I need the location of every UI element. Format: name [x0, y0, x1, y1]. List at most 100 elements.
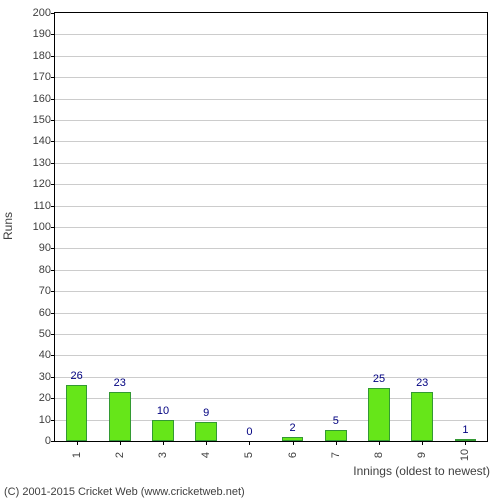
x-tick-label: 5 — [243, 452, 255, 458]
grid-line — [55, 163, 487, 164]
bar-value-label: 1 — [462, 424, 468, 436]
y-tick-mark — [51, 141, 55, 142]
bar — [325, 430, 347, 441]
bar — [455, 439, 477, 441]
chart-container: 0102030405060708090100110120130140150160… — [0, 0, 500, 500]
bar-value-label: 0 — [246, 426, 252, 438]
grid-line — [55, 77, 487, 78]
y-tick-label: 160 — [33, 93, 51, 105]
y-tick-label: 10 — [39, 414, 51, 426]
y-tick-mark — [51, 184, 55, 185]
x-tick-label: 3 — [157, 452, 169, 458]
y-tick-label: 110 — [33, 200, 51, 212]
bar — [411, 392, 433, 441]
y-tick-mark — [51, 227, 55, 228]
y-tick-mark — [51, 120, 55, 121]
grid-line — [55, 270, 487, 271]
grid-line — [55, 291, 487, 292]
x-tick-mark — [293, 441, 294, 445]
y-tick-mark — [51, 99, 55, 100]
y-tick-label: 130 — [33, 157, 51, 169]
x-tick-mark — [206, 441, 207, 445]
bar — [109, 392, 131, 441]
y-tick-label: 200 — [33, 7, 51, 19]
bar — [368, 388, 390, 442]
y-tick-label: 190 — [33, 28, 51, 40]
bar-value-label: 2 — [290, 422, 296, 434]
y-tick-label: 120 — [33, 178, 51, 190]
plot-area: 0102030405060708090100110120130140150160… — [54, 12, 488, 442]
y-tick-mark — [51, 420, 55, 421]
bar-value-label: 10 — [157, 405, 169, 417]
x-tick-label: 2 — [114, 452, 126, 458]
y-tick-mark — [51, 77, 55, 78]
y-tick-mark — [51, 270, 55, 271]
bar — [152, 420, 174, 441]
y-tick-label: 180 — [33, 50, 51, 62]
y-tick-label: 30 — [39, 371, 51, 383]
grid-line — [55, 248, 487, 249]
x-tick-mark — [465, 441, 466, 445]
x-tick-mark — [120, 441, 121, 445]
x-tick-label: 10 — [459, 449, 471, 461]
copyright-text: (C) 2001-2015 Cricket Web (www.cricketwe… — [4, 486, 245, 498]
x-tick-mark — [422, 441, 423, 445]
y-tick-label: 0 — [45, 435, 51, 447]
y-tick-label: 50 — [39, 328, 51, 340]
y-tick-mark — [51, 377, 55, 378]
y-tick-mark — [51, 56, 55, 57]
grid-line — [55, 334, 487, 335]
y-tick-mark — [51, 163, 55, 164]
grid-line — [55, 120, 487, 121]
x-tick-mark — [336, 441, 337, 445]
y-tick-mark — [51, 441, 55, 442]
y-tick-label: 140 — [33, 135, 51, 147]
x-tick-mark — [77, 441, 78, 445]
bar — [282, 437, 304, 441]
y-tick-mark — [51, 34, 55, 35]
bar-value-label: 23 — [416, 377, 428, 389]
x-tick-mark — [379, 441, 380, 445]
y-tick-label: 70 — [39, 285, 51, 297]
bar-value-label: 25 — [373, 373, 385, 385]
grid-line — [55, 99, 487, 100]
grid-line — [55, 34, 487, 35]
x-tick-label: 6 — [287, 452, 299, 458]
y-tick-label: 150 — [33, 114, 51, 126]
y-tick-label: 60 — [39, 307, 51, 319]
y-tick-label: 90 — [39, 242, 51, 254]
y-tick-label: 170 — [33, 71, 51, 83]
y-tick-label: 100 — [33, 221, 51, 233]
x-tick-mark — [163, 441, 164, 445]
grid-line — [55, 206, 487, 207]
grid-line — [55, 184, 487, 185]
y-tick-label: 40 — [39, 349, 51, 361]
y-tick-mark — [51, 313, 55, 314]
x-tick-label: 1 — [71, 452, 83, 458]
bar-value-label: 26 — [70, 370, 82, 382]
y-tick-mark — [51, 334, 55, 335]
y-tick-label: 20 — [39, 392, 51, 404]
x-axis-label: Innings (oldest to newest) — [353, 464, 490, 478]
grid-line — [55, 56, 487, 57]
y-tick-label: 80 — [39, 264, 51, 276]
x-tick-label: 4 — [200, 452, 212, 458]
grid-line — [55, 227, 487, 228]
grid-line — [55, 313, 487, 314]
bar-value-label: 9 — [203, 407, 209, 419]
bar-value-label: 5 — [333, 415, 339, 427]
y-tick-mark — [51, 355, 55, 356]
y-tick-mark — [51, 248, 55, 249]
bar — [195, 422, 217, 441]
bar — [66, 385, 88, 441]
y-tick-mark — [51, 13, 55, 14]
y-tick-mark — [51, 206, 55, 207]
bar-value-label: 23 — [114, 377, 126, 389]
grid-line — [55, 355, 487, 356]
y-axis-label: Runs — [1, 212, 15, 240]
y-tick-mark — [51, 398, 55, 399]
x-tick-label: 7 — [330, 452, 342, 458]
x-tick-label: 8 — [373, 452, 385, 458]
grid-line — [55, 141, 487, 142]
y-tick-mark — [51, 291, 55, 292]
